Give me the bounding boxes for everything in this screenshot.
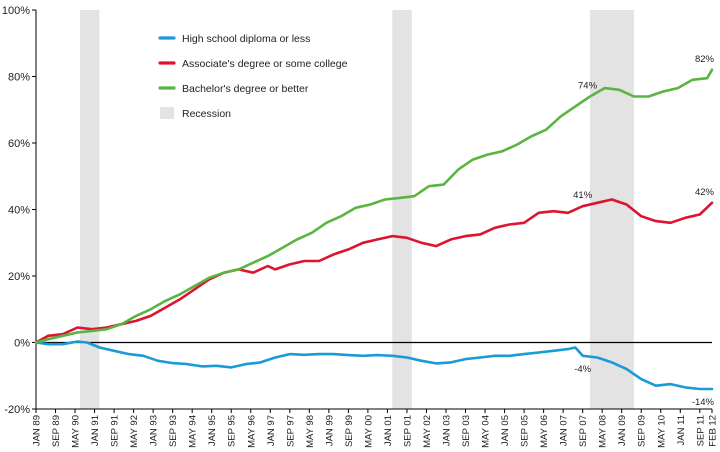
x-tick-label: FEB 12	[708, 415, 719, 447]
y-tick-label: 100%	[2, 5, 30, 17]
recession-band-2	[392, 10, 412, 409]
x-tick-label: JAN 01	[383, 415, 394, 446]
series-line-3	[34, 68, 714, 344]
x-tick-label: JAN 99	[324, 415, 335, 446]
x-tick-label: JAN 95	[207, 415, 218, 446]
x-tick-label: JAN 11	[676, 415, 687, 445]
y-tick-label: 60%	[8, 138, 30, 150]
chart-axes: 100% 80% 60% 40% 20% 0% -20%JAN 89 SEP 89 MAY 90…	[2, 5, 719, 448]
x-tick-label: SEP 07	[578, 415, 589, 447]
x-tick-label: JAN 03	[441, 415, 452, 446]
x-tick-label: MAY 94	[188, 415, 199, 448]
x-tick-label: JAN 09	[617, 415, 628, 446]
x-tick-label: SEP 91	[110, 415, 121, 447]
legend: High school diploma or less Associate's d…	[158, 33, 348, 120]
x-tick-label: JAN 05	[500, 415, 511, 446]
y-tick-label: 0%	[14, 338, 30, 350]
x-tick-label: SEP 05	[520, 415, 531, 447]
legend-label-3: Bachelor's degree or better	[182, 83, 309, 95]
x-tick-label: SEP 03	[461, 415, 472, 447]
series-line-1	[34, 340, 714, 391]
data-label: -14%	[692, 397, 715, 408]
legend-label-2: Associate's degree or some college	[182, 58, 348, 70]
data-label: 42%	[695, 187, 715, 198]
x-tick-label: MAY 10	[656, 415, 667, 448]
x-tick-label: JAN 91	[90, 415, 101, 446]
x-tick-label: JAN 07	[559, 415, 570, 446]
x-tick-label: MAY 04	[481, 415, 492, 448]
x-tick-label: SEP 93	[168, 415, 179, 447]
x-tick-label: MAY 00	[363, 415, 374, 448]
y-tick-label: -20%	[4, 404, 30, 416]
legend-label-recession: Recession	[182, 108, 231, 120]
x-tick-label: MAY 08	[598, 415, 609, 448]
data-labels: 82% 74% 41% 42% -4% -14%	[573, 54, 714, 408]
x-tick-label: SEP 11	[695, 415, 706, 446]
x-tick-label: MAY 02	[422, 415, 433, 448]
recession-band-1	[79, 10, 100, 409]
y-tick-label: 20%	[8, 271, 30, 283]
data-label: 41%	[573, 190, 593, 201]
series-line-2	[34, 198, 714, 344]
y-tick-label: 80%	[8, 72, 30, 84]
x-tick-label: MAY 92	[129, 415, 140, 448]
legend-swatch-recession	[160, 107, 174, 119]
x-tick-label: SEP 01	[402, 415, 413, 447]
x-tick-label: MAY 90	[71, 415, 82, 448]
x-tick-label: JAN 97	[266, 415, 277, 446]
x-tick-label: SEP 89	[51, 415, 62, 447]
x-tick-label: MAY 98	[305, 415, 316, 448]
x-tick-label: SEP 09	[637, 415, 648, 447]
data-label: -4%	[574, 364, 591, 375]
x-tick-label: SEP 97	[285, 415, 296, 447]
y-tick-label: 40%	[8, 205, 30, 217]
x-tick-label: SEP 95	[227, 415, 238, 447]
x-tick-label: MAY 06	[539, 415, 550, 448]
x-tick-label: JAN 89	[32, 415, 43, 446]
data-label: 74%	[578, 80, 598, 91]
recession-bands	[79, 10, 634, 409]
recession-band-3	[589, 10, 634, 409]
x-tick-label: MAY 96	[246, 415, 257, 448]
data-label: 82%	[695, 54, 715, 65]
legend-label-1: High school diploma or less	[182, 33, 310, 45]
data-series	[34, 68, 714, 391]
x-tick-label: SEP 99	[344, 415, 355, 447]
x-tick-label: JAN 93	[149, 415, 160, 446]
